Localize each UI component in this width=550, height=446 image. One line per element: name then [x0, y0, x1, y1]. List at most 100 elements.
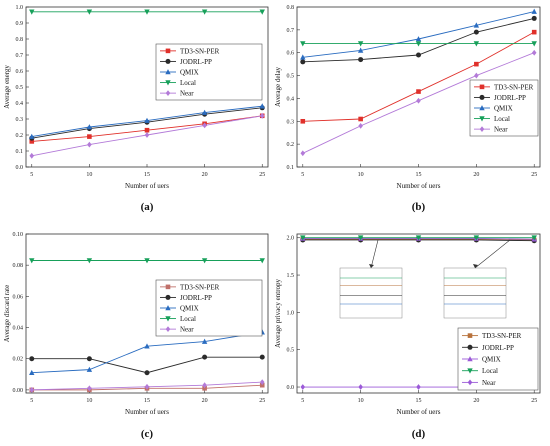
- data-point: [259, 9, 265, 15]
- x-tick-label: 5: [301, 172, 304, 178]
- y-tick-label: 1.0: [287, 310, 295, 316]
- arrow-head-icon: [369, 264, 374, 268]
- x-tick-label: 25: [259, 398, 265, 404]
- legend-label: TD3-SN-PER: [180, 47, 220, 55]
- legend-label: JODRL-PP: [482, 344, 514, 352]
- legend-label: JODRL-PP: [494, 94, 526, 102]
- legend: TD3-SN-PER JODRL-PP QMIX Local Near: [457, 327, 539, 391]
- data-point: [531, 235, 537, 241]
- legend-label: TD3-SN-PER: [482, 332, 522, 340]
- data-point: [29, 133, 35, 139]
- y-tick-label: 0.9: [16, 21, 24, 27]
- data-point: [29, 369, 35, 376]
- x-tick-label: 5: [30, 398, 33, 404]
- data-point: [300, 41, 306, 47]
- x-tick-label: 25: [531, 172, 537, 178]
- legend-marker: [165, 284, 171, 290]
- y-tick-label: 0.8: [287, 5, 295, 11]
- data-point: [473, 22, 480, 28]
- x-tick-label: 20: [202, 398, 208, 404]
- data-point: [29, 356, 35, 362]
- data-point: [473, 235, 480, 241]
- y-tick-label: 0.06: [13, 294, 24, 300]
- data-point: [202, 354, 208, 360]
- series-line-qmix: [31, 331, 263, 374]
- legend-label: Near: [180, 326, 194, 334]
- x-axis-label: Number of uers: [125, 408, 169, 416]
- y-tick-label: 0.7: [16, 53, 24, 59]
- legend-label: Local: [494, 115, 510, 123]
- x-tick-label: 5: [301, 398, 304, 404]
- legend-marker: [467, 368, 473, 374]
- data-point: [259, 258, 265, 264]
- x-tick-label: 15: [144, 398, 150, 404]
- y-tick-label: 0.2: [287, 142, 295, 148]
- y-tick-label: 0.8: [16, 37, 24, 43]
- data-point: [86, 356, 92, 362]
- legend-marker: [479, 94, 485, 100]
- data-point: [358, 122, 363, 129]
- legend-label: Local: [180, 79, 196, 87]
- y-tick-label: 0.3: [16, 117, 24, 123]
- y-axis-label: Average energy: [3, 65, 11, 109]
- data-point: [202, 386, 207, 391]
- legend-marker: [467, 333, 473, 338]
- legend-marker: [165, 305, 171, 311]
- data-point: [86, 258, 93, 264]
- x-tick-label: 10: [358, 172, 364, 178]
- x-tick-label: 5: [30, 172, 33, 178]
- chart-panel-4: 0.0 0.5 1.0 1.5 2.0 5 10 15 20 25 Number of uers Av…: [274, 233, 541, 440]
- zoom-inset-1: [339, 239, 403, 319]
- data-point: [531, 41, 537, 47]
- data-point: [87, 134, 92, 139]
- data-point: [201, 9, 208, 15]
- data-point: [29, 258, 35, 264]
- y-axis-label: Average delay: [274, 66, 282, 107]
- data-point: [144, 370, 150, 376]
- legend-marker: [467, 379, 473, 386]
- data-point: [474, 61, 479, 67]
- data-point: [144, 343, 150, 349]
- data-point: [300, 59, 306, 65]
- data-point: [29, 139, 35, 144]
- x-axis-label: Number of uers: [125, 182, 169, 190]
- data-point: [474, 72, 479, 79]
- data-point: [358, 384, 363, 390]
- x-tick-label: 15: [144, 172, 150, 178]
- data-point: [87, 385, 92, 392]
- y-tick-label: 1.0: [16, 5, 24, 11]
- legend-label: QMIX: [180, 305, 199, 313]
- y-axis-label: Average privacy entropy: [274, 278, 282, 348]
- y-tick-label: 0.00: [13, 388, 24, 394]
- data-point: [259, 354, 265, 360]
- chart-panel-3: 0.00 0.02 0.04 0.06 0.08 0.10 5 10 15 20 25 Number …: [3, 232, 269, 440]
- legend-label: QMIX: [494, 105, 513, 113]
- legend-marker: [165, 48, 171, 54]
- x-tick-label: 20: [202, 172, 208, 178]
- y-tick-label: 0.08: [13, 263, 24, 269]
- data-point: [202, 382, 207, 389]
- data-point: [259, 379, 265, 385]
- data-point: [29, 152, 35, 159]
- y-axis-label: Average discard rate: [3, 285, 11, 342]
- data-point: [358, 116, 363, 122]
- legend-marker: [165, 90, 171, 97]
- x-tick-label: 25: [531, 398, 537, 404]
- x-tick-label: 10: [86, 172, 92, 178]
- series-line-qmix: [302, 11, 535, 58]
- legend-label: Near: [180, 90, 194, 98]
- legend-marker: [479, 105, 485, 111]
- legend-marker: [479, 84, 485, 90]
- y-tick-label: 1.5: [287, 273, 295, 279]
- x-tick-label: 15: [416, 172, 422, 178]
- data-point: [259, 103, 265, 109]
- y-tick-label: 0.10: [13, 232, 24, 238]
- data-point: [144, 127, 150, 133]
- data-point: [415, 36, 422, 42]
- y-tick-label: 0.0: [16, 165, 24, 171]
- data-point: [201, 109, 208, 115]
- y-tick-label: 0.4: [16, 101, 24, 107]
- data-point: [300, 118, 306, 124]
- arrow-head-icon: [473, 264, 478, 268]
- data-point: [531, 15, 537, 21]
